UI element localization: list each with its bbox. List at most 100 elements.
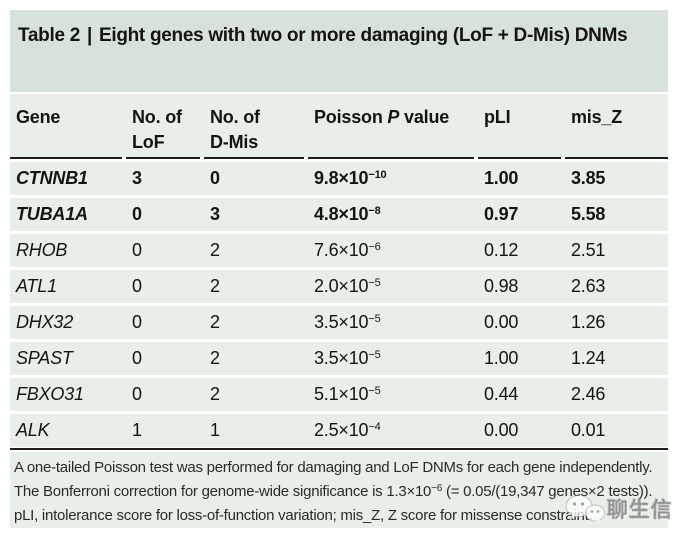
footnote-exponent: −6 bbox=[431, 483, 443, 494]
dmis-count-cell: 0 bbox=[210, 168, 220, 188]
p-value-cell: 3.5×10−5 bbox=[314, 348, 480, 369]
header-rule bbox=[10, 157, 668, 159]
p-value-exponent: −4 bbox=[368, 421, 381, 433]
gene-cell: SPAST bbox=[16, 348, 73, 368]
table-footnote: A one-tailed Poisson test was performed … bbox=[10, 452, 668, 528]
p-value-base: 7.6×10 bbox=[314, 240, 369, 260]
p-value-base: 3.5×10 bbox=[314, 312, 369, 332]
column-header-pli: pLI bbox=[484, 107, 511, 127]
gene-cell: ALK bbox=[16, 420, 50, 440]
pli-cell: 0.44 bbox=[484, 384, 519, 404]
p-value-exponent: −5 bbox=[368, 313, 381, 325]
p-value-cell: 2.0×10−5 bbox=[314, 276, 480, 297]
misz-cell: 2.63 bbox=[571, 276, 606, 296]
gene-cell: RHOB bbox=[16, 240, 68, 260]
pli-cell: 0.97 bbox=[484, 204, 519, 224]
p-value-exponent: −8 bbox=[368, 205, 381, 217]
lof-count-cell: 0 bbox=[132, 276, 142, 296]
lof-count-cell: 3 bbox=[132, 168, 142, 188]
table-row: CTNNB1 3 0 9.8×10−10 1.00 3.85 bbox=[10, 162, 668, 195]
dmis-count-cell: 2 bbox=[210, 384, 220, 404]
table-header-row: Gene No. of LoF No. of D-Mis Poisson P v… bbox=[10, 94, 668, 157]
misz-cell: 0.01 bbox=[571, 420, 606, 440]
pli-cell: 0.12 bbox=[484, 240, 519, 260]
lof-count-cell: 1 bbox=[132, 420, 142, 440]
lof-count-cell: 0 bbox=[132, 348, 142, 368]
misz-cell: 2.51 bbox=[571, 240, 606, 260]
p-value-exponent: −10 bbox=[368, 169, 387, 181]
p-value-cell: 9.8×10−10 bbox=[314, 168, 480, 189]
lof-count-cell: 0 bbox=[132, 204, 142, 224]
pli-cell: 1.00 bbox=[484, 348, 519, 368]
pli-cell: 0.00 bbox=[484, 420, 519, 440]
column-header-misz: mis_Z bbox=[571, 107, 623, 127]
poisson-label-post: value bbox=[399, 107, 450, 127]
misz-cell: 5.58 bbox=[571, 204, 606, 224]
rule-segment bbox=[10, 157, 122, 159]
misz-cell: 3.85 bbox=[571, 168, 606, 188]
p-value-cell: 4.8×10−8 bbox=[314, 204, 480, 225]
gene-cell: TUBA1A bbox=[16, 204, 88, 224]
misz-cell: 2.46 bbox=[571, 384, 606, 404]
p-value-base: 2.0×10 bbox=[314, 276, 369, 296]
misz-cell: 1.26 bbox=[571, 312, 606, 332]
dmis-count-cell: 1 bbox=[210, 420, 220, 440]
column-header-lof-line1: No. of bbox=[132, 107, 182, 127]
rule-segment bbox=[308, 157, 474, 159]
column-header-gene: Gene bbox=[16, 107, 61, 127]
column-header-lof-line2: LoF bbox=[132, 132, 165, 152]
table-number: Table 2 bbox=[18, 25, 80, 46]
p-value-exponent: −5 bbox=[368, 349, 381, 361]
table-row: SPAST 0 2 3.5×10−5 1.00 1.24 bbox=[10, 342, 668, 375]
rule-segment bbox=[126, 157, 200, 159]
dmis-count-cell: 3 bbox=[210, 204, 220, 224]
table-title: Table 2 | Eight genes with two or more d… bbox=[10, 10, 668, 92]
p-value-base: 3.5×10 bbox=[314, 348, 369, 368]
rule-segment bbox=[204, 157, 304, 159]
column-header-dmis-line1: No. of bbox=[210, 107, 260, 127]
column-header-pvalue: Poisson P value bbox=[314, 105, 480, 157]
dmis-count-cell: 2 bbox=[210, 240, 220, 260]
table-row: DHX32 0 2 3.5×10−5 0.00 1.26 bbox=[10, 306, 668, 339]
title-separator: | bbox=[86, 25, 92, 46]
column-header-lof: No. of LoF bbox=[132, 105, 206, 157]
p-value-cell: 3.5×10−5 bbox=[314, 312, 480, 333]
footnote-text-pre: A one-tailed Poisson test was performed … bbox=[14, 459, 653, 500]
table-row: TUBA1A 0 3 4.8×10−8 0.97 5.58 bbox=[10, 198, 668, 231]
table-body: CTNNB1 3 0 9.8×10−10 1.00 3.85 TUBA1A 0 … bbox=[10, 162, 668, 447]
misz-cell: 1.24 bbox=[571, 348, 606, 368]
pli-cell: 0.98 bbox=[484, 276, 519, 296]
p-value-cell: 5.1×10−5 bbox=[314, 384, 480, 405]
rule-segment bbox=[565, 157, 668, 159]
column-header-dmis: No. of D-Mis bbox=[210, 105, 310, 157]
gene-cell: CTNNB1 bbox=[16, 168, 88, 188]
poisson-label-italic-p: P bbox=[387, 107, 400, 127]
table-row: FBXO31 0 2 5.1×10−5 0.44 2.46 bbox=[10, 378, 668, 411]
pli-cell: 1.00 bbox=[484, 168, 519, 188]
footnote-text-post: (= 0.05/(19,347 genes×2 tests)). pLI, in… bbox=[14, 483, 653, 524]
table-row: ATL1 0 2 2.0×10−5 0.98 2.63 bbox=[10, 270, 668, 303]
table-row: ALK 1 1 2.5×10−4 0.00 0.01 bbox=[10, 414, 668, 447]
rule-segment bbox=[478, 157, 561, 159]
p-value-cell: 2.5×10−4 bbox=[314, 420, 480, 441]
gene-cell: ATL1 bbox=[16, 276, 57, 296]
title-text: Eight genes with two or more damaging (L… bbox=[98, 25, 628, 46]
column-header-dmis-line2: D-Mis bbox=[210, 132, 258, 152]
p-value-exponent: −6 bbox=[368, 241, 381, 253]
p-value-base: 2.5×10 bbox=[314, 420, 369, 440]
lof-count-cell: 0 bbox=[132, 312, 142, 332]
pli-cell: 0.00 bbox=[484, 312, 519, 332]
p-value-exponent: −5 bbox=[368, 385, 381, 397]
p-value-cell: 7.6×10−6 bbox=[314, 240, 480, 261]
gene-cell: FBXO31 bbox=[16, 384, 84, 404]
poisson-label-pre: Poisson bbox=[314, 107, 388, 127]
lof-count-cell: 0 bbox=[132, 240, 142, 260]
dmis-count-cell: 2 bbox=[210, 312, 220, 332]
dmis-count-cell: 2 bbox=[210, 276, 220, 296]
p-value-base: 4.8×10 bbox=[314, 204, 369, 224]
p-value-exponent: −5 bbox=[368, 277, 381, 289]
footer-rule bbox=[10, 448, 668, 450]
gene-cell: DHX32 bbox=[16, 312, 74, 332]
table-row: RHOB 0 2 7.6×10−6 0.12 2.51 bbox=[10, 234, 668, 267]
